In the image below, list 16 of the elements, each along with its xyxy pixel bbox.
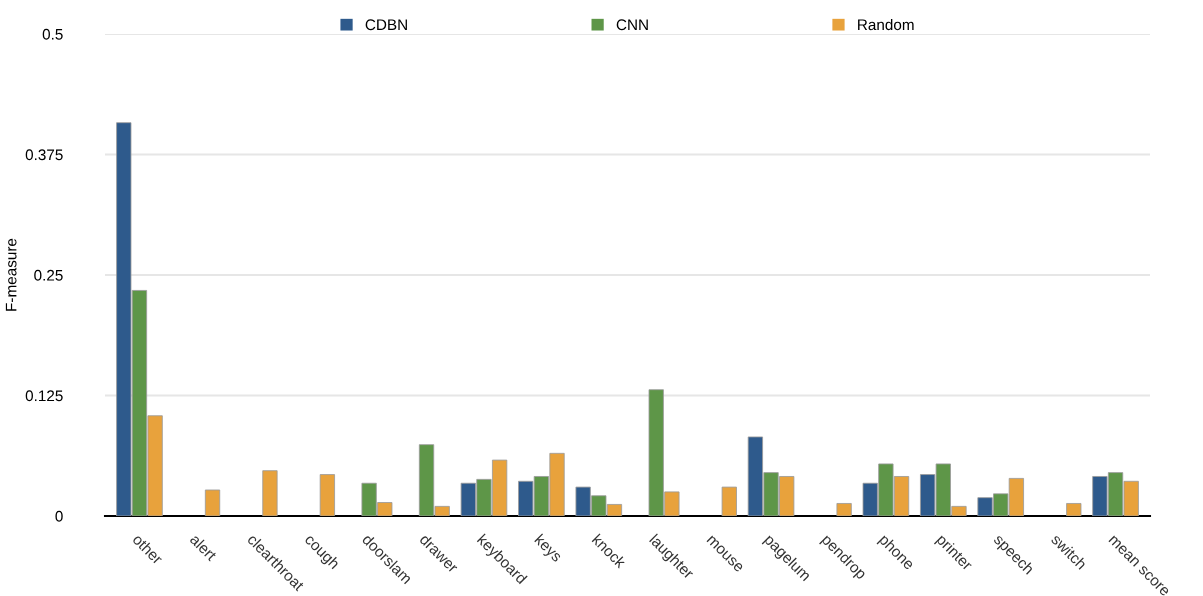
y-tick-label: 0.5 — [42, 28, 63, 40]
x-tick-label: alert — [189, 533, 218, 562]
legend-label: Random — [858, 18, 914, 31]
legend-label: CDBN — [365, 19, 407, 31]
bar — [836, 503, 852, 516]
bar — [262, 470, 278, 516]
bar — [721, 486, 737, 516]
bar — [319, 474, 335, 516]
bar — [204, 489, 221, 516]
y-tick-label: 0.125 — [25, 390, 63, 402]
legend-label: CNN — [616, 19, 648, 31]
y-tick-label: 0.375 — [25, 149, 63, 161]
y-tick-label: 0 — [55, 510, 63, 522]
y-tick-label: 0.25 — [34, 269, 63, 281]
y-axis-title: F-measure — [5, 238, 17, 311]
bar — [1066, 503, 1082, 516]
